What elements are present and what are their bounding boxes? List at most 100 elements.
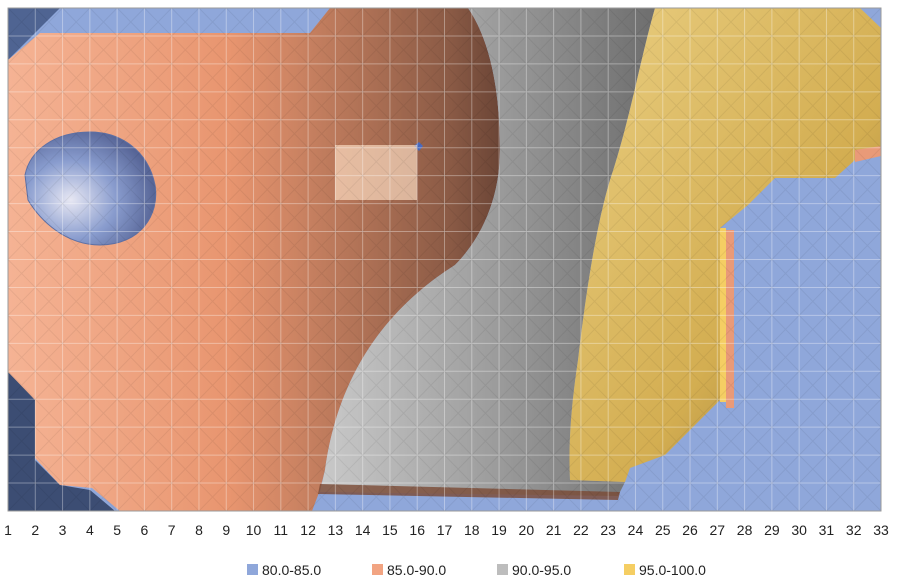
grid-cell-facet bbox=[225, 119, 254, 149]
grid-cell-facet bbox=[416, 119, 445, 149]
grid-cell-facet bbox=[171, 8, 200, 37]
grid-cell-facet bbox=[89, 426, 118, 456]
grid-cell-facet bbox=[744, 315, 773, 344]
grid-cell-facet bbox=[335, 454, 364, 484]
grid-cell-facet bbox=[171, 454, 200, 484]
grid-cell-facet bbox=[171, 259, 200, 288]
grid-cell-facet bbox=[716, 147, 745, 177]
grid-cell-facet bbox=[198, 63, 227, 93]
grid-cell-facet bbox=[580, 259, 609, 288]
grid-cell-facet bbox=[662, 426, 691, 456]
grid-cell-facet bbox=[362, 231, 391, 260]
grid-cell-facet bbox=[62, 426, 91, 456]
grid-cell-facet bbox=[771, 35, 800, 65]
grid-cell-facet bbox=[689, 203, 718, 232]
grid-cell-facet bbox=[798, 119, 827, 149]
grid-cell-facet bbox=[89, 91, 118, 121]
grid-cell-facet bbox=[144, 426, 173, 456]
grid-cell-facet bbox=[171, 342, 200, 372]
grid-cell-facet bbox=[635, 370, 664, 400]
grid-cell-facet bbox=[525, 8, 554, 37]
grid-cell-facet bbox=[853, 259, 881, 288]
grid-cell-facet bbox=[307, 454, 336, 484]
grid-cell-facet bbox=[744, 35, 773, 65]
grid-cell-facet bbox=[416, 175, 445, 204]
grid-cell-facet bbox=[171, 426, 200, 456]
grid-cell-facet bbox=[280, 315, 309, 344]
grid-cell-facet bbox=[662, 315, 691, 344]
grid-cell-facet bbox=[471, 91, 500, 121]
x-tick-label: 1 bbox=[4, 522, 12, 538]
grid-cell-facet bbox=[607, 91, 636, 121]
grid-cell-facet bbox=[389, 231, 418, 260]
grid-cell-facet bbox=[853, 63, 881, 93]
x-axis-ticks: 1 2 3 4 5 6 7 8 9 10 11 12 13 14 15 16 17 18 19 20 21 22 23 24 2… bbox=[4, 522, 889, 538]
grid-cell-facet bbox=[662, 63, 691, 93]
grid-cell-facet bbox=[225, 175, 254, 204]
grid-cell-facet bbox=[225, 63, 254, 93]
grid-cell-facet bbox=[34, 119, 63, 149]
grid-cell-facet bbox=[716, 91, 745, 121]
grid-cell-facet bbox=[253, 315, 282, 344]
grid-cell-facet bbox=[826, 147, 855, 177]
grid-cell-facet bbox=[607, 8, 636, 37]
grid-cell-facet bbox=[826, 426, 855, 456]
grid-cell-facet bbox=[416, 203, 445, 232]
grid-cell-facet bbox=[635, 8, 664, 37]
grid-cell-facet bbox=[280, 147, 309, 177]
grid-cell-facet bbox=[34, 203, 63, 232]
grid-cell-facet bbox=[362, 342, 391, 372]
grid-cell-facet bbox=[798, 91, 827, 121]
grid-cell-facet bbox=[744, 91, 773, 121]
grid-cell-facet bbox=[389, 398, 418, 428]
grid-cell-facet bbox=[416, 91, 445, 121]
grid-cell-facet bbox=[771, 231, 800, 260]
grid-cell-facet bbox=[689, 370, 718, 400]
grid-cell-facet bbox=[389, 370, 418, 400]
band-shadow-bottom-left bbox=[8, 370, 115, 511]
grid-cell-facet bbox=[389, 315, 418, 344]
grid-cell-facet bbox=[253, 370, 282, 400]
grid-cell-facet bbox=[335, 231, 364, 260]
grid-cell-facet bbox=[744, 119, 773, 149]
grid-cell-facet bbox=[580, 91, 609, 121]
grid-cell-facet bbox=[362, 259, 391, 288]
grid-cell-facet bbox=[34, 342, 63, 372]
grid-cell-facet bbox=[171, 398, 200, 428]
grid-cell-facet bbox=[553, 259, 582, 288]
grid-cell-facet bbox=[144, 119, 173, 149]
grid-cell-facet bbox=[553, 231, 582, 260]
grid-cell-facet bbox=[362, 8, 391, 37]
grid-cell-facet bbox=[716, 342, 745, 372]
grid-cell-facet bbox=[607, 287, 636, 316]
grid-cell-facet bbox=[498, 426, 527, 456]
grid-cell-facet bbox=[335, 203, 364, 232]
grid-cell-facet bbox=[635, 454, 664, 484]
legend-swatch bbox=[372, 564, 383, 575]
grid-cell-facet bbox=[253, 259, 282, 288]
grid-cell-facet bbox=[116, 231, 145, 260]
grid-cell-facet bbox=[389, 91, 418, 121]
grid-cell-facet bbox=[744, 482, 773, 511]
grid-cell-facet bbox=[89, 398, 118, 428]
grid-cell-facet bbox=[826, 287, 855, 316]
grid-cell-facet bbox=[553, 426, 582, 456]
grid-cell-facet bbox=[416, 147, 445, 177]
grid-cell-facet bbox=[416, 315, 445, 344]
grid-cell-facet bbox=[362, 147, 391, 177]
grid-cell-facet bbox=[280, 119, 309, 149]
grid-cell-facet bbox=[144, 315, 173, 344]
x-tick-label: 24 bbox=[628, 522, 644, 538]
grid-cell-facet bbox=[798, 370, 827, 400]
grid-cell-facet bbox=[362, 63, 391, 93]
grid-cell-facet bbox=[389, 175, 418, 204]
grid-cell-facet bbox=[525, 259, 554, 288]
grid-cell-facet bbox=[744, 203, 773, 232]
grid-cell-facet bbox=[826, 63, 855, 93]
grid-cell-facet bbox=[826, 482, 855, 511]
grid-cell-facet bbox=[362, 370, 391, 400]
grid-cell-facet bbox=[62, 398, 91, 428]
grid-cell-facet bbox=[335, 259, 364, 288]
grid-cell-facet bbox=[253, 119, 282, 149]
grid-cell-facet bbox=[116, 370, 145, 400]
